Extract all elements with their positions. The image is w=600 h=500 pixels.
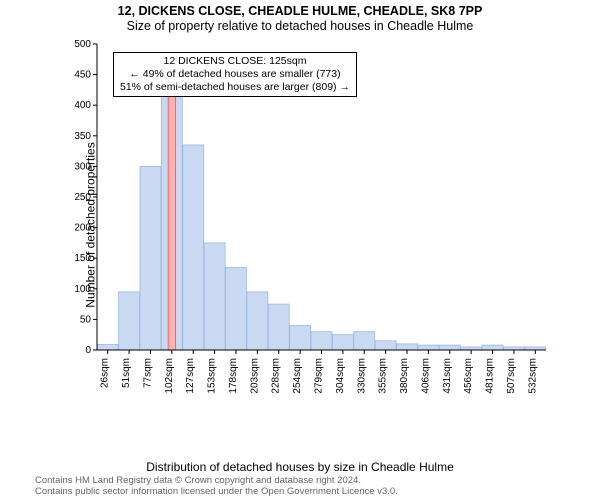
svg-text:330sqm: 330sqm [356, 358, 367, 394]
svg-text:203sqm: 203sqm [249, 358, 260, 394]
x-axis-label: Distribution of detached houses by size … [0, 460, 600, 474]
svg-text:127sqm: 127sqm [185, 358, 196, 394]
svg-text:450: 450 [74, 70, 91, 81]
svg-text:532sqm: 532sqm [527, 358, 538, 394]
svg-text:279sqm: 279sqm [314, 358, 325, 394]
svg-text:300: 300 [74, 161, 91, 172]
svg-text:355sqm: 355sqm [378, 358, 389, 394]
svg-text:456sqm: 456sqm [463, 358, 474, 394]
annotation-line3: 51% of semi-detached houses are larger (… [120, 81, 350, 94]
svg-text:228sqm: 228sqm [271, 358, 282, 394]
svg-text:406sqm: 406sqm [420, 358, 431, 394]
svg-text:50: 50 [80, 314, 92, 325]
svg-text:304sqm: 304sqm [335, 358, 346, 394]
svg-text:51sqm: 51sqm [121, 358, 132, 388]
svg-text:481sqm: 481sqm [485, 358, 496, 394]
chart-container: 0 50 100 150 200 250 300 350 400 450 500 26sqm 51sqm… [65, 40, 550, 410]
page-title-address: 12, DICKENS CLOSE, CHEADLE HULME, CHEADL… [0, 0, 600, 18]
svg-text:150: 150 [74, 253, 91, 264]
page-title-subtitle: Size of property relative to detached ho… [0, 18, 600, 33]
footer-attribution: Contains HM Land Registry data © Crown c… [35, 476, 398, 498]
svg-text:102sqm: 102sqm [164, 358, 175, 394]
footer-line2: Contains public sector information licen… [35, 487, 398, 498]
annotation-line2: ← 49% of detached houses are smaller (77… [120, 68, 350, 81]
svg-text:254sqm: 254sqm [292, 358, 303, 394]
svg-text:153sqm: 153sqm [207, 358, 218, 394]
svg-text:200: 200 [74, 223, 91, 234]
annotation-line1: 12 DICKENS CLOSE: 125sqm [120, 55, 350, 68]
svg-text:77sqm: 77sqm [142, 358, 153, 388]
svg-text:250: 250 [74, 192, 91, 203]
svg-text:0: 0 [85, 345, 91, 356]
svg-text:431sqm: 431sqm [442, 358, 453, 394]
svg-text:26sqm: 26sqm [100, 358, 111, 388]
svg-text:100: 100 [74, 284, 91, 295]
svg-text:178sqm: 178sqm [228, 358, 239, 394]
svg-text:507sqm: 507sqm [506, 358, 517, 394]
svg-text:500: 500 [74, 40, 91, 50]
annotation-box: 12 DICKENS CLOSE: 125sqm ← 49% of detach… [113, 52, 357, 97]
svg-text:400: 400 [74, 100, 91, 111]
svg-text:380sqm: 380sqm [399, 358, 410, 394]
svg-text:350: 350 [74, 131, 91, 142]
